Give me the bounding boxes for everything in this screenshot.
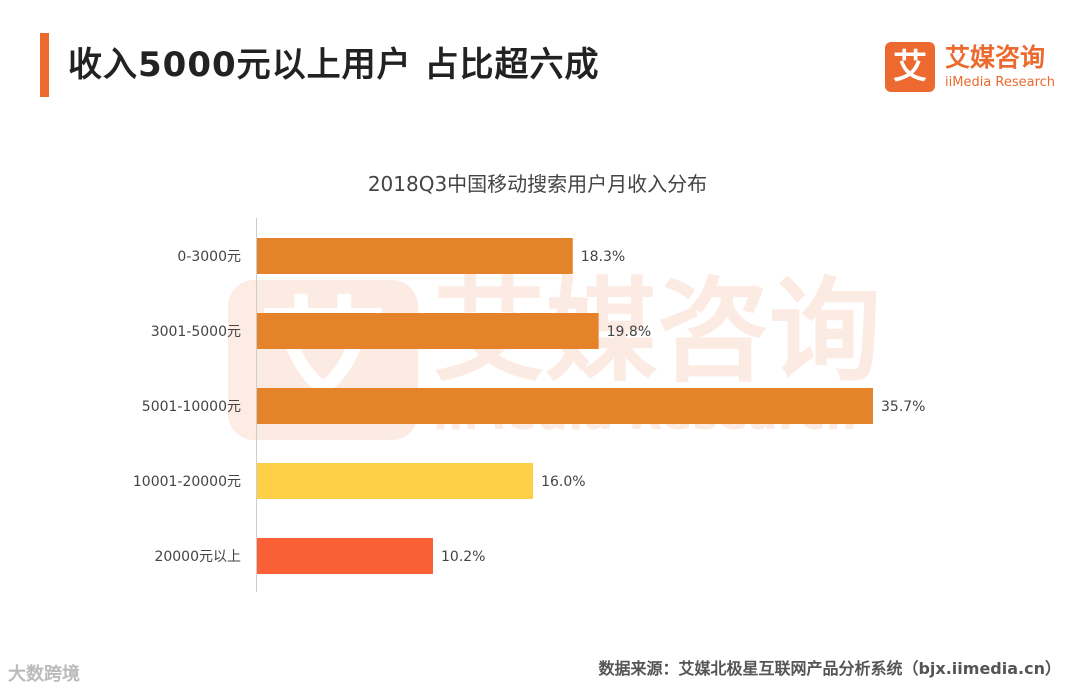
brand-logo: 艾 艾媒咨询 iiMedia Research — [885, 42, 1065, 98]
brand-name: 艾媒咨询 — [945, 43, 1046, 72]
brand-subtitle: iiMedia Research — [945, 75, 1056, 90]
category-label-4: 20000元以上 — [154, 549, 241, 565]
value-label-0: 18.3% — [581, 249, 625, 265]
category-label-3: 10001-20000元 — [133, 474, 241, 490]
title-accent-bar — [40, 33, 49, 97]
corner-watermark: 大数跨境 — [8, 664, 80, 685]
value-label-2: 35.7% — [881, 399, 925, 415]
value-label-3: 16.0% — [541, 474, 585, 490]
bar-0 — [257, 238, 573, 274]
chart-title: 2018Q3中国移动搜索用户月收入分布 — [367, 172, 708, 196]
category-label-2: 5001-10000元 — [142, 399, 241, 415]
value-label-4: 10.2% — [441, 549, 485, 565]
data-source: 数据来源：艾媒北极星互联网产品分析系统（bjx.iimedia.cn） — [598, 659, 1061, 678]
bar-3 — [257, 463, 534, 499]
brand-logo-icon: 艾 — [885, 42, 935, 92]
category-label-1: 3001-5000元 — [151, 324, 241, 340]
bar-4 — [257, 538, 433, 574]
bar-2 — [257, 388, 873, 424]
bar-1 — [257, 313, 599, 349]
value-label-1: 19.8% — [607, 324, 651, 340]
page-title: 收入5000元以上用户 占比超六成 — [68, 45, 600, 85]
category-label-0: 0-3000元 — [177, 249, 241, 265]
